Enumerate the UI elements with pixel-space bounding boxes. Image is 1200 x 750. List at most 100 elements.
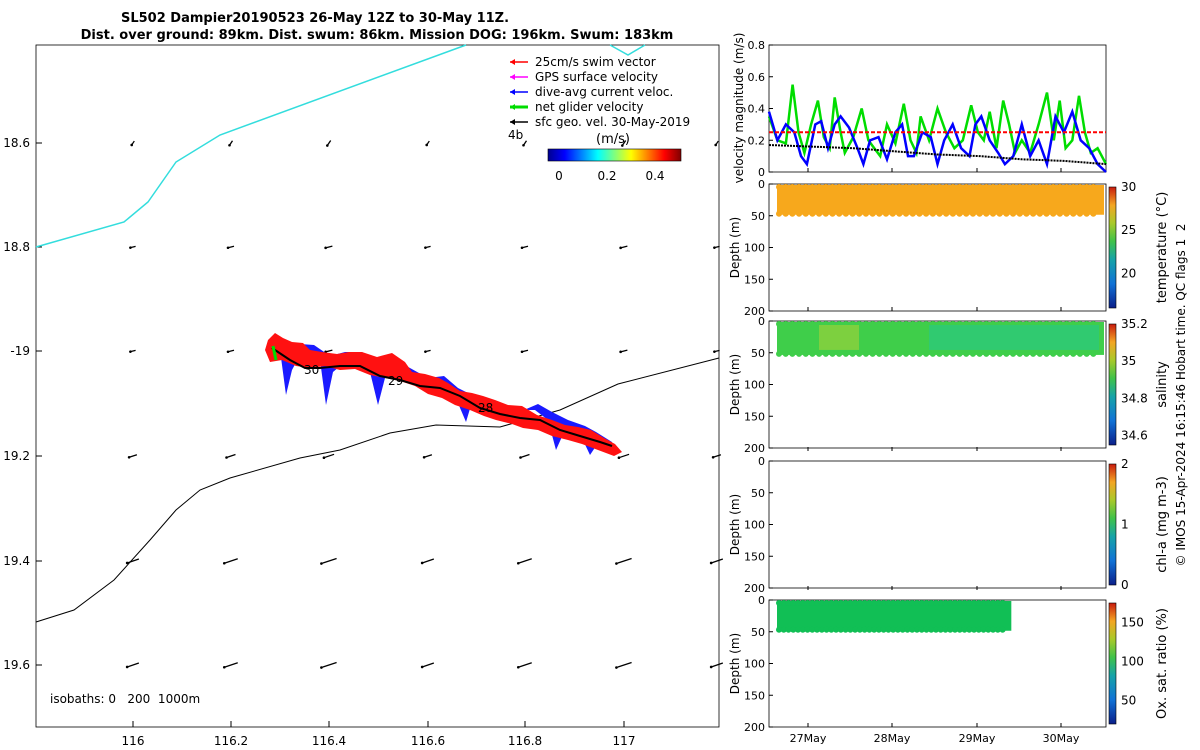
legend-swatch-head [510,59,515,65]
swim-vector-fill [265,333,622,456]
surface-velocity-arrow-head [424,246,427,249]
depth-data-edge [836,210,843,217]
surface-velocity-arrow [224,558,238,564]
depth-colorbar [1108,186,1117,309]
time-tick-label: 28May [874,732,911,745]
depth-data-edge [809,600,816,606]
depth-colorbar-tick: 35 [1121,354,1136,368]
depth-data-edge [990,600,997,606]
depth-data-edge [904,626,911,633]
surface-velocity-arrow [224,662,238,668]
depth-data-edge [969,350,976,357]
depth-data-edge [776,600,782,606]
legend-swatch-head [510,74,515,80]
depth-data-edge [932,626,939,633]
surface-velocity-arrow [710,558,724,564]
depth-y-tick-label: 200 [744,582,765,595]
depth-data-edge [1010,350,1017,357]
depth-data-edge [1050,184,1057,190]
depth-data-edge [899,600,906,606]
depth-data-edge [828,600,835,606]
depth-data-edge [969,210,976,217]
surface-velocity-arrow [321,557,337,565]
depth-data-edge [829,184,836,190]
depth-data-edge [990,626,997,633]
depth-data-edge [883,184,889,190]
depth-data-edge [790,600,797,606]
depth-colorbar-tick: 20 [1121,266,1136,280]
depth-data-edge [862,184,869,190]
depth-data-edge [802,210,809,217]
depth-data-edge [932,600,939,606]
depth-axes-frame [768,460,1107,589]
depth-data-edge [1043,210,1050,217]
depth-data-edge [1036,350,1043,357]
depth-data-edge [883,210,889,217]
depth-data-edge [966,626,973,633]
depth-data-edge [1003,210,1010,217]
surface-velocity-arrow-head [226,350,230,354]
depth-data-edge [1030,350,1037,357]
surface-velocity-arrow-head [129,350,132,353]
depth-data-edge [776,210,782,217]
depth-data-edge [1023,350,1030,357]
surface-velocity-arrow [128,454,138,458]
surface-velocity-arrow-head [326,144,329,147]
surface-velocity-arrow-head [130,143,133,147]
depth-data-edge [1016,350,1023,357]
depth-data-edge [963,210,970,217]
surface-velocity-arrow-head [714,143,717,147]
surface-velocity-arrow-head [713,350,716,353]
surface-velocity-arrow-head [617,456,621,459]
net-glider-path [271,347,613,447]
depth-data-edge [990,350,996,357]
depth-data-edge [937,600,944,606]
depth-data-edge [896,210,903,217]
depth-y-tick-label: 50 [751,347,765,360]
depth-data-edge [862,321,869,327]
depth-data-edge [963,350,970,357]
depth-data-edge [795,600,802,606]
surface-velocity-arrow-head [222,561,226,565]
surface-velocity-arrow [323,453,335,459]
depth-data-edge [1070,350,1077,357]
depth-y-tick-label: 0 [758,594,765,607]
depth-data-edge [816,184,823,190]
depth-y-tick-label: 200 [744,305,765,318]
surface-velocity-arrow [126,558,140,564]
depth-data-edge [1056,210,1063,217]
depth-data-edge [869,350,876,357]
depth-panel: 0 50 100 150 200 Depth (m) 35.2 35 34.8 34.6 salin… [728,315,1170,455]
depth-data-edge [782,321,789,327]
title-line-1: SL502 Dampier20190523 26-May 12Z to 30-M… [121,11,509,26]
depth-data-edge [871,626,878,633]
surface-velocity-arrow [616,661,632,669]
depth-data-edge [923,350,930,357]
depth-colorbar-tick: 50 [1121,694,1136,708]
isobath-black-line [35,357,720,623]
depth-data-edge [890,600,897,606]
depth-data-edge [869,184,876,190]
depth-data-edge [894,600,901,606]
surface-velocity-arrow [321,661,337,669]
depth-data-edge [1003,350,1010,357]
depth-data-edge [829,350,836,357]
velocity-panel: 0 0.2 0.4 0.6 0.8 velocity magnitude (m/s) [732,33,1108,183]
depth-data-edge [936,184,943,190]
depth-colorbar-label: Ox. sat. ratio (%) [1155,608,1170,719]
depth-data-edge [822,184,829,190]
depth-data-edge [903,210,910,217]
depth-data-edge [969,184,976,190]
depth-panel: 0 50 100 150 200 Depth (m) 2 1 0 chl-a (mg m-3) [728,455,1170,595]
depth-data-edge [956,350,963,357]
depth-data-edge [1010,184,1017,190]
depth-data-edge [949,184,956,190]
depth-y-tick-label: 0 [758,315,765,328]
depth-colorbar-tick: 0 [1121,578,1129,592]
depth-data-edge [952,626,959,633]
depth-ylabel: Depth (m) [728,217,742,278]
depth-data-edge [956,600,963,606]
depth-data-edge [985,600,992,606]
depth-data-edge [923,626,930,633]
